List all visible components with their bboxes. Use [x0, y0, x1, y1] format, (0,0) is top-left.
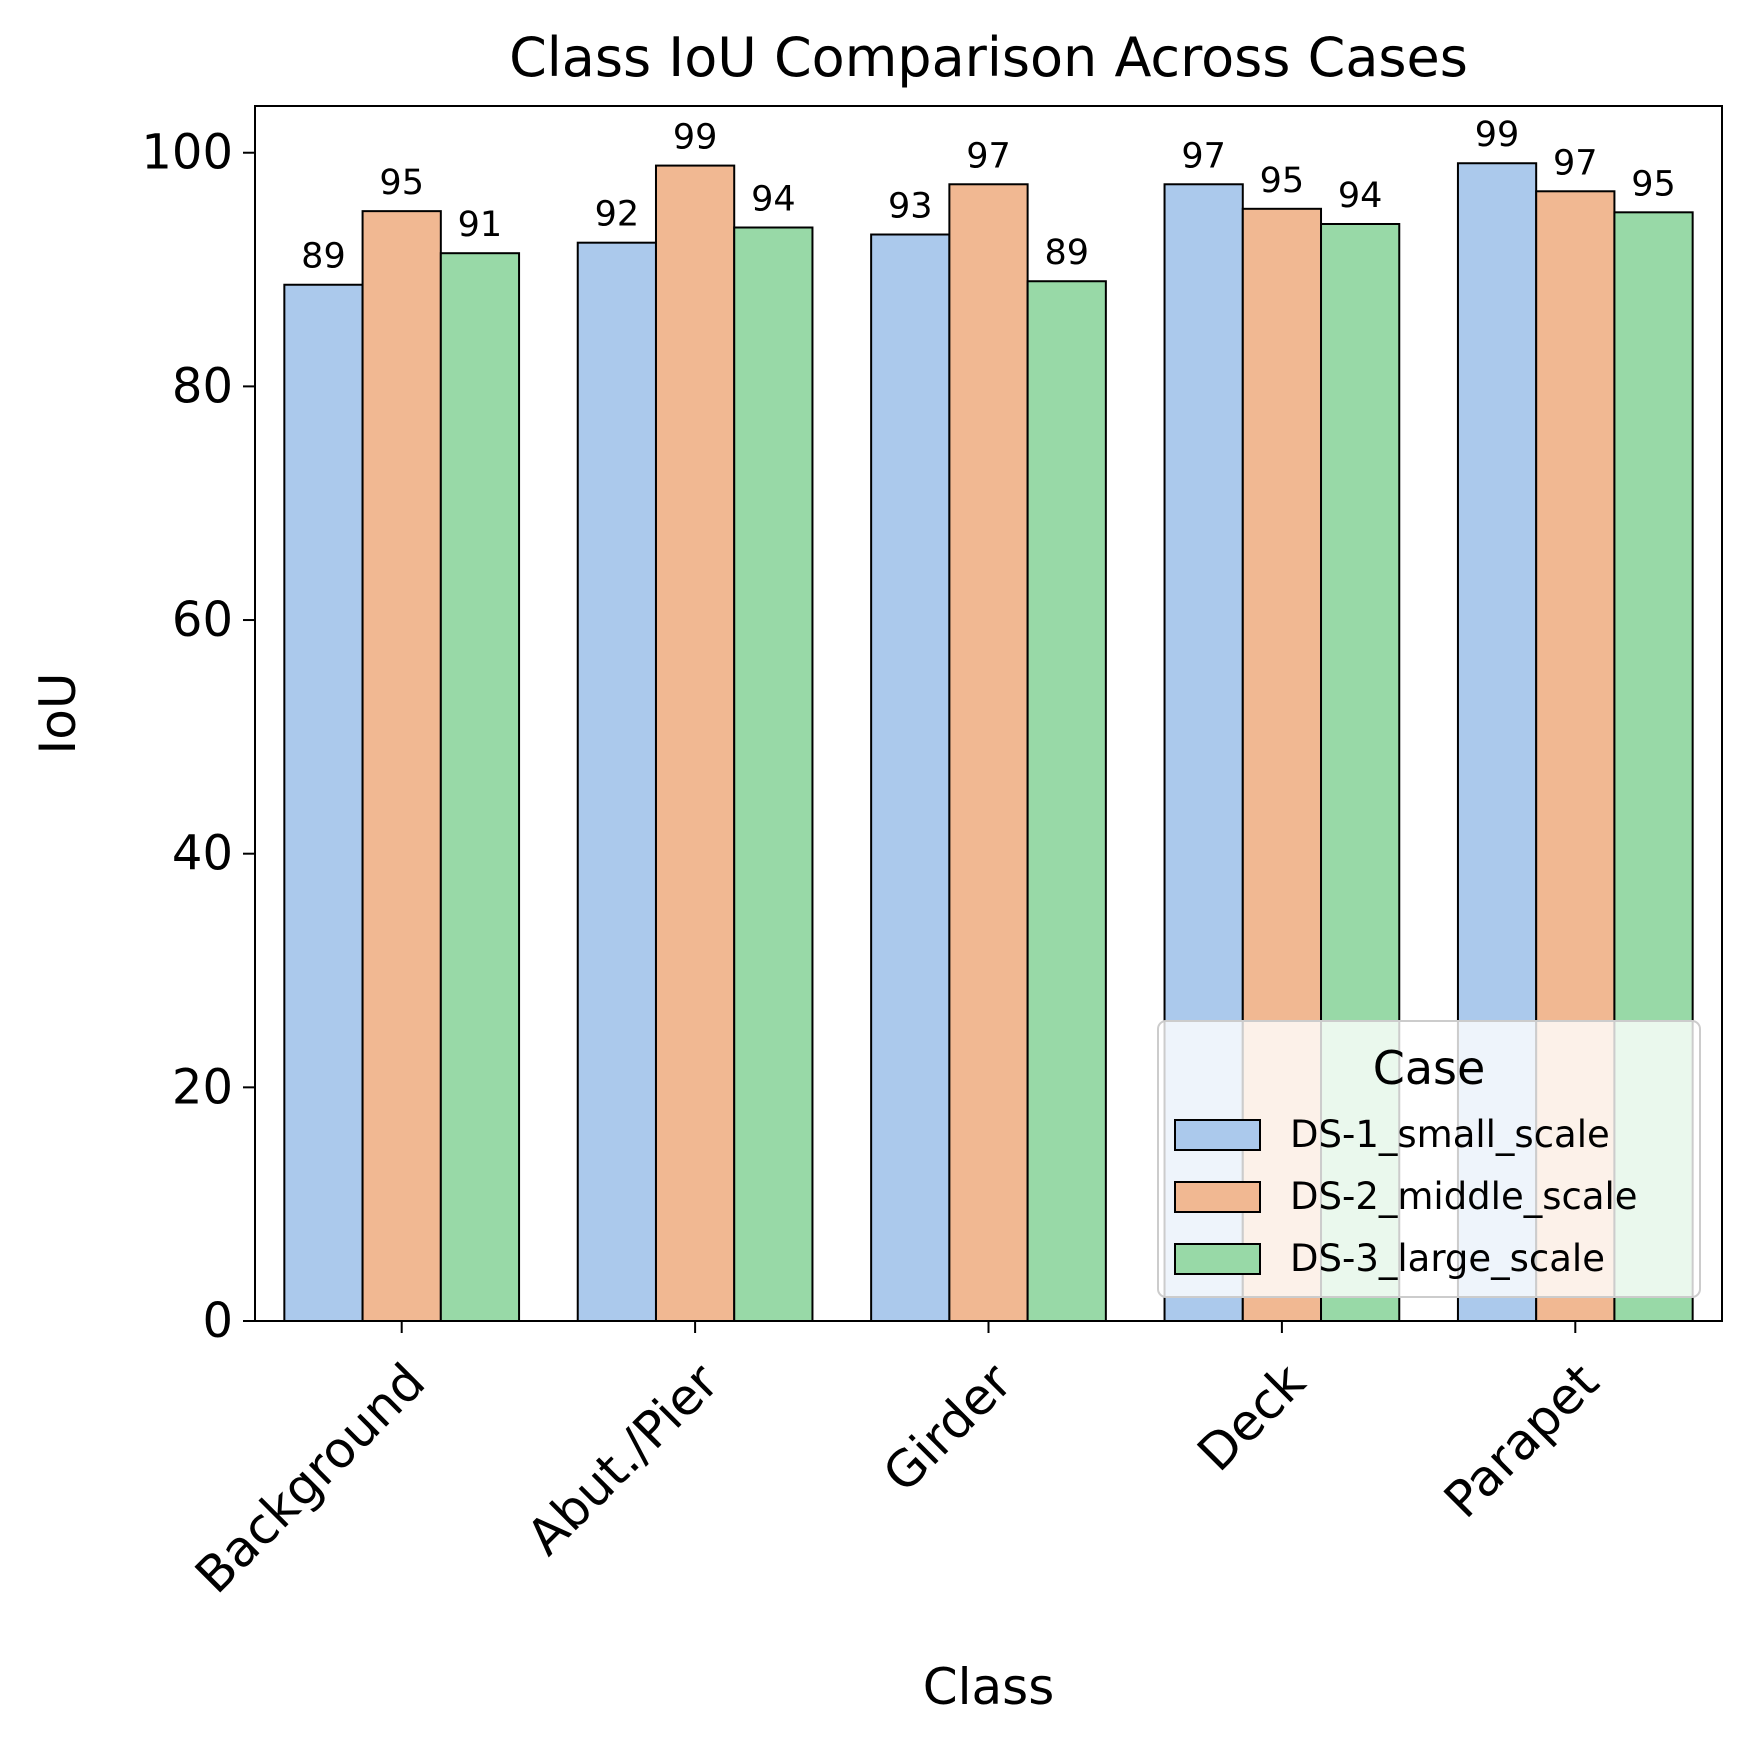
y-axis: 0 20 40 60 80 100 — [141, 125, 255, 1349]
x-tick-label: Background — [184, 1352, 436, 1604]
bar-value-label: 93 — [888, 187, 933, 227]
legend-title: Case — [1373, 1041, 1486, 1095]
legend-swatch — [1174, 1119, 1261, 1151]
y-tick-label: 60 — [172, 592, 233, 648]
bar-value-label: 97 — [1181, 136, 1226, 176]
bar-value-label: 92 — [595, 195, 640, 235]
x-axis: Background Abut./Pier Girder Deck Parapet — [184, 1321, 1610, 1604]
bar-value-label: 95 — [1260, 161, 1305, 201]
value-labels-layer: 89 92 93 97 99 95 99 97 95 97 91 94 89 94 95 — [301, 115, 1676, 276]
y-axis-label: IoU — [29, 673, 87, 755]
x-axis-label: Class — [923, 1658, 1055, 1716]
x-tick-label: Girder — [872, 1352, 1023, 1503]
y-tick-label: 40 — [172, 826, 233, 882]
bar-DS-1_small_scale-Abut./Pier — [576, 241, 657, 1322]
x-tick-label: Abut./Pier — [516, 1352, 730, 1566]
bar-DS-3_large_scale-Abut./Pier — [733, 226, 814, 1322]
bar-value-label: 95 — [379, 163, 424, 203]
bar-value-label: 94 — [751, 180, 796, 220]
bar-DS-2_middle_scale-Abut./Pier — [654, 164, 736, 1322]
y-tick-label: 20 — [172, 1059, 233, 1115]
bar-value-label: 99 — [1475, 115, 1520, 155]
bar-value-label: 99 — [673, 118, 718, 158]
legend-label: DS-3_large_scale — [1290, 1237, 1605, 1280]
legend-swatch — [1174, 1181, 1261, 1213]
bar-DS-1_small_scale-Background — [283, 283, 364, 1322]
bar-value-label: 94 — [1338, 176, 1383, 216]
bar-value-label: 97 — [1553, 143, 1598, 183]
y-tick-label: 100 — [141, 125, 233, 181]
bar-DS-3_large_scale-Girder — [1026, 280, 1107, 1323]
legend[interactable]: Case DS-1_small_scaleDS-2_middle_scaleDS… — [1157, 1020, 1701, 1298]
x-tick-label: Deck — [1186, 1352, 1316, 1482]
bar-value-label: 97 — [966, 136, 1011, 176]
x-tick-label: Parapet — [1433, 1352, 1610, 1529]
y-tick-label: 0 — [202, 1293, 233, 1349]
bar-DS-1_small_scale-Girder — [870, 233, 951, 1322]
legend-box — [1157, 1020, 1701, 1298]
bar-DS-2_middle_scale-Girder — [948, 183, 1029, 1322]
bar-DS-3_large_scale-Background — [439, 252, 521, 1323]
legend-label: DS-2_middle_scale — [1290, 1175, 1638, 1218]
bar-value-label: 91 — [458, 205, 503, 245]
legend-swatch — [1174, 1243, 1261, 1275]
bar-value-label: 95 — [1631, 164, 1676, 204]
legend-items: DS-1_small_scale DS-2_middle_scale DS-3_la… — [1174, 1113, 1638, 1280]
y-tick-label: 80 — [172, 358, 233, 414]
legend-label: DS-1_small_scale — [1290, 1113, 1610, 1156]
bar-value-label: 89 — [301, 237, 346, 277]
bar-DS-2_middle_scale-Background — [361, 210, 442, 1322]
bar-value-label: 89 — [1044, 233, 1089, 273]
chart-title: Class IoU Comparison Across Cases — [509, 26, 1468, 89]
